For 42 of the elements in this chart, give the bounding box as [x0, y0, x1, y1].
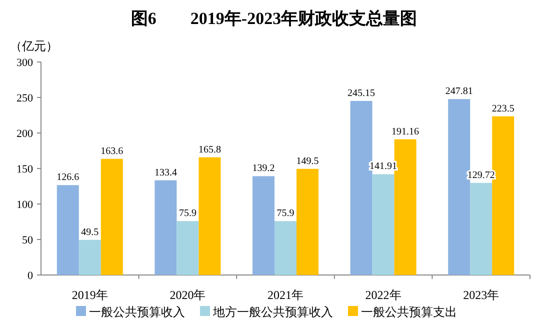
- bar: [372, 174, 394, 275]
- bar: [350, 100, 372, 275]
- y-axis-title: （亿元）: [10, 39, 58, 53]
- bar: [56, 185, 79, 275]
- y-tick-label: 0: [28, 270, 34, 282]
- data-label: 247.81: [445, 86, 473, 98]
- data-label: 163.6: [100, 146, 124, 157]
- data-label: 75.9: [276, 208, 294, 220]
- y-tick-label: 50: [22, 234, 34, 246]
- data-label: 191.16: [392, 126, 420, 138]
- bar: [154, 180, 177, 275]
- bar: [296, 168, 318, 275]
- bar: [78, 240, 101, 275]
- y-tick-label: 300: [16, 57, 34, 69]
- data-label: 139.2: [252, 163, 275, 174]
- x-tick-label: 2019年: [72, 288, 108, 302]
- bar: [274, 221, 296, 275]
- chart-title: 图6 2019年-2023年财政收支总量图: [130, 9, 418, 28]
- x-tick-label: 2023年: [463, 288, 500, 302]
- bar: [252, 176, 274, 275]
- legend-label: 地方一般公共预算收入: [212, 305, 333, 319]
- data-label: 49.5: [81, 226, 99, 238]
- bar: [100, 158, 123, 275]
- data-label: 75.9: [178, 208, 196, 220]
- data-label: 165.8: [198, 144, 221, 156]
- bar: [176, 221, 199, 275]
- x-tick-label: 2020年: [170, 288, 206, 302]
- legend-label: 一般公共预算收入: [89, 305, 185, 319]
- data-label: 126.6: [56, 172, 80, 184]
- data-label: 245.15: [348, 88, 376, 99]
- data-label: 223.5: [492, 103, 514, 114]
- y-tick-label: 250: [16, 92, 34, 104]
- y-tick-label: 150: [16, 164, 34, 176]
- x-tick-label: 2022年: [365, 288, 402, 302]
- legend-label: 一般公共预算支出: [361, 305, 457, 319]
- bar: [470, 182, 492, 275]
- data-label: 133.4: [154, 167, 177, 178]
- y-tick-label: 100: [16, 199, 34, 211]
- bar: [198, 157, 221, 275]
- y-tick-label: 200: [16, 128, 34, 140]
- data-label: 149.5: [296, 156, 319, 167]
- x-tick-label: 2021年: [268, 288, 304, 302]
